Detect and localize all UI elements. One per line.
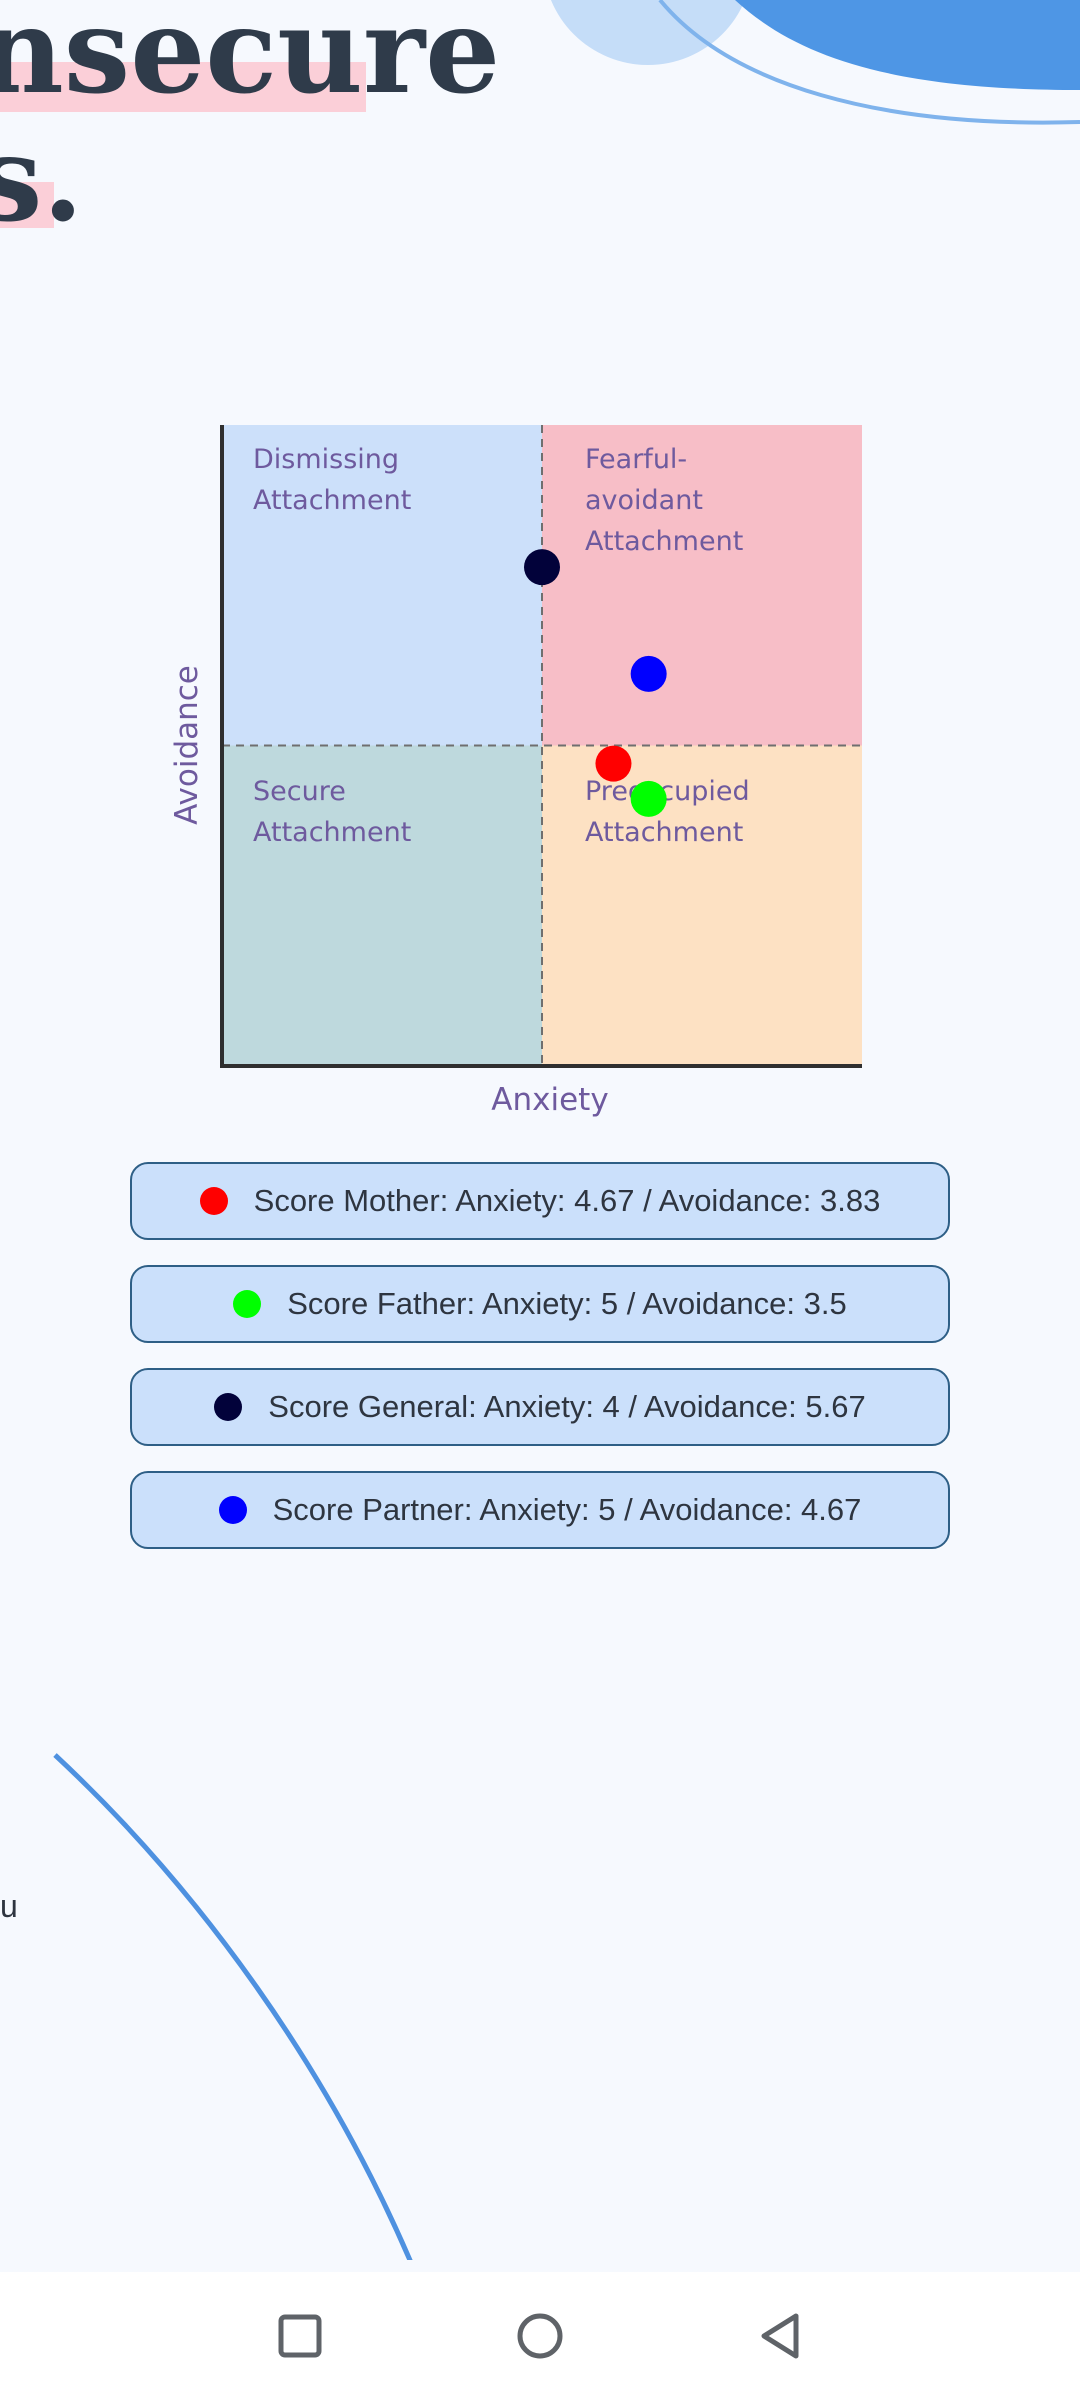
legend-label-general: Score General: Anxiety: 4 / Avoidance: 5… (268, 1389, 866, 1424)
legend-label-mother: Score Mother: Anxiety: 4.67 / Avoidance:… (253, 1183, 881, 1218)
legend-label-father: Score Father: Anxiety: 5 / Avoidance: 3.… (287, 1286, 847, 1321)
point-partner (630, 655, 667, 692)
legend-item-general: Score General: Anxiety: 4 / Avoidance: 5… (130, 1368, 950, 1446)
square-icon[interactable] (266, 2302, 334, 2370)
legend-item-mother: Score Mother: Anxiety: 4.67 / Avoidance:… (130, 1162, 950, 1240)
triangle-back-icon[interactable] (746, 2302, 814, 2370)
x-axis-label: Anxiety (491, 1082, 608, 1118)
legend-dot-father (233, 1290, 262, 1318)
decorative-curve-bottom (53, 1753, 413, 2260)
quadrant-label-dismissing: Dismissing Attachment (253, 444, 411, 516)
point-mother (595, 745, 632, 782)
headline-line-1: nsecure (0, 0, 501, 120)
legend-item-partner: Score Partner: Anxiety: 5 / Avoidance: 4… (130, 1471, 950, 1549)
legend-label-partner: Score Partner: Anxiety: 5 / Avoidance: 4… (272, 1492, 862, 1527)
system-navigation-bar (0, 2272, 1080, 2400)
quadrant-dismissing (222, 425, 542, 746)
point-father (630, 780, 667, 817)
legend-dot-mother (199, 1187, 228, 1215)
quadrant-label-secure: Secure Attachment (253, 776, 411, 848)
headline-line-2: s. (0, 109, 84, 248)
quadrant-preoccupied (542, 745, 862, 1066)
quadrant-fearful-avoidant (542, 425, 862, 746)
score-legend: Score Mother: Anxiety: 4.67 / Avoidance:… (130, 1162, 950, 1574)
quadrant-label-fearful-avoidant: Fearful-avoidant Attachment (585, 444, 743, 557)
headline: nsecure s. (0, 0, 1080, 260)
quadrant-secure (222, 745, 542, 1066)
side-text-fragment: u (0, 1888, 18, 1924)
headline-highlight-1 (0, 62, 366, 112)
legend-dot-partner (218, 1496, 247, 1524)
circle-icon[interactable] (506, 2302, 574, 2370)
attachment-chart: Dismissing Attachment Fearful-avoidant Atta… (169, 425, 862, 1118)
quadrant-label-preoccupied: Preoccupied Attachment (585, 776, 750, 848)
y-axis-label: Avoidance (169, 665, 205, 825)
point-general (524, 549, 560, 586)
legend-item-father: Score Father: Anxiety: 5 / Avoidance: 3.… (130, 1265, 950, 1343)
headline-highlight-2 (0, 182, 54, 228)
legend-dot-general (214, 1393, 243, 1421)
